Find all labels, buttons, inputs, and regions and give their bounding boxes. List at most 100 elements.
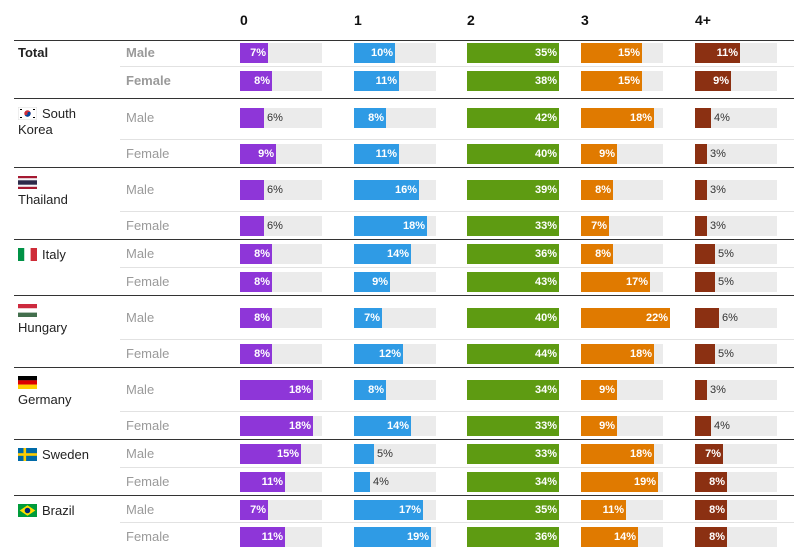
bar-4+ [695, 500, 727, 520]
data-label: 7% [250, 504, 266, 516]
group-separator [14, 367, 794, 368]
bar-4+ [695, 472, 727, 492]
bar-1 [354, 272, 390, 292]
data-label: 8% [709, 476, 725, 488]
country-label-total: Total [18, 45, 118, 61]
gender-label: Female [126, 218, 170, 233]
bar-2 [467, 244, 559, 264]
bar-0 [240, 43, 268, 63]
bar-4+ [695, 444, 723, 464]
bar-3 [581, 527, 638, 547]
data-label: 6% [267, 220, 283, 232]
bar-3 [581, 180, 613, 200]
bar-1 [354, 71, 399, 91]
bar-1 [354, 472, 370, 492]
data-label: 4% [373, 476, 389, 488]
data-label: 8% [254, 312, 270, 324]
bar-2 [467, 43, 559, 63]
data-label: 19% [633, 476, 656, 488]
row-divider [120, 211, 794, 212]
data-label: 8% [254, 75, 270, 87]
bar-4+ [695, 108, 711, 128]
gender-label: Female [126, 73, 171, 88]
data-label: 5% [718, 248, 734, 260]
data-label: 7% [705, 448, 721, 460]
bar-1 [354, 416, 411, 436]
bar-0 [240, 416, 313, 436]
data-label: 7% [591, 220, 607, 232]
data-label: 18% [629, 448, 652, 460]
bar-2 [467, 444, 559, 464]
data-label: 3% [710, 184, 726, 196]
data-label: 16% [394, 184, 417, 196]
data-label: 18% [402, 220, 425, 232]
bar-2 [467, 500, 559, 520]
bar-1 [354, 308, 382, 328]
column-header-1: 0 [240, 12, 248, 28]
italy-flag-icon [18, 248, 37, 261]
bar-3 [581, 344, 654, 364]
country-label-sweden: Sweden [18, 447, 118, 463]
bar-track [695, 380, 777, 400]
data-label: 36% [534, 248, 557, 260]
data-label: 11% [375, 75, 397, 87]
bar-4+ [695, 416, 711, 436]
data-label: 33% [534, 220, 557, 232]
data-label: 40% [534, 148, 557, 160]
data-label: 33% [534, 448, 557, 460]
row-divider [120, 267, 794, 268]
data-label: 35% [534, 504, 557, 516]
bar-0 [240, 308, 272, 328]
country-name: Total [18, 45, 49, 60]
data-label: 40% [534, 312, 557, 324]
gender-label: Male [126, 446, 155, 461]
bar-4+ [695, 144, 707, 164]
data-label: 11% [716, 47, 738, 59]
bar-2 [467, 108, 559, 128]
data-label: 8% [368, 112, 384, 124]
bar-0 [240, 216, 264, 236]
bar-track [354, 472, 436, 492]
bar-1 [354, 344, 403, 364]
data-label: 8% [254, 248, 270, 260]
data-label: 8% [254, 276, 270, 288]
data-label: 8% [595, 184, 611, 196]
data-label: 3% [710, 148, 726, 160]
data-label: 3% [710, 220, 726, 232]
bar-1 [354, 500, 423, 520]
data-label: 18% [288, 420, 311, 432]
bar-4+ [695, 380, 707, 400]
bar-4+ [695, 43, 740, 63]
data-label: 43% [534, 276, 557, 288]
country-name: Hungary [18, 320, 68, 335]
germany-flag-icon [18, 376, 37, 389]
country-name: Thailand [18, 192, 68, 207]
bar-track [695, 344, 777, 364]
data-label: 33% [534, 420, 557, 432]
bar-2 [467, 308, 559, 328]
country-name: Brazil [42, 503, 75, 518]
row-divider [120, 467, 794, 468]
bar-0 [240, 272, 272, 292]
bar-1 [354, 244, 411, 264]
data-label: 8% [254, 348, 270, 360]
bar-track [695, 180, 777, 200]
bar-4+ [695, 71, 731, 91]
bar-1 [354, 380, 386, 400]
bar-2 [467, 472, 559, 492]
bar-track [695, 272, 777, 292]
data-label: 18% [629, 112, 652, 124]
data-label: 8% [709, 531, 725, 543]
bar-track [695, 144, 777, 164]
column-header-4: 3 [581, 12, 589, 28]
data-label: 11% [261, 476, 283, 488]
gender-label: Male [126, 502, 155, 517]
bar-0 [240, 71, 272, 91]
bar-3 [581, 216, 609, 236]
gender-label: Male [126, 382, 155, 397]
bar-3 [581, 108, 654, 128]
data-label: 9% [599, 384, 615, 396]
data-label: 9% [713, 75, 729, 87]
bar-3 [581, 272, 650, 292]
bar-2 [467, 380, 559, 400]
